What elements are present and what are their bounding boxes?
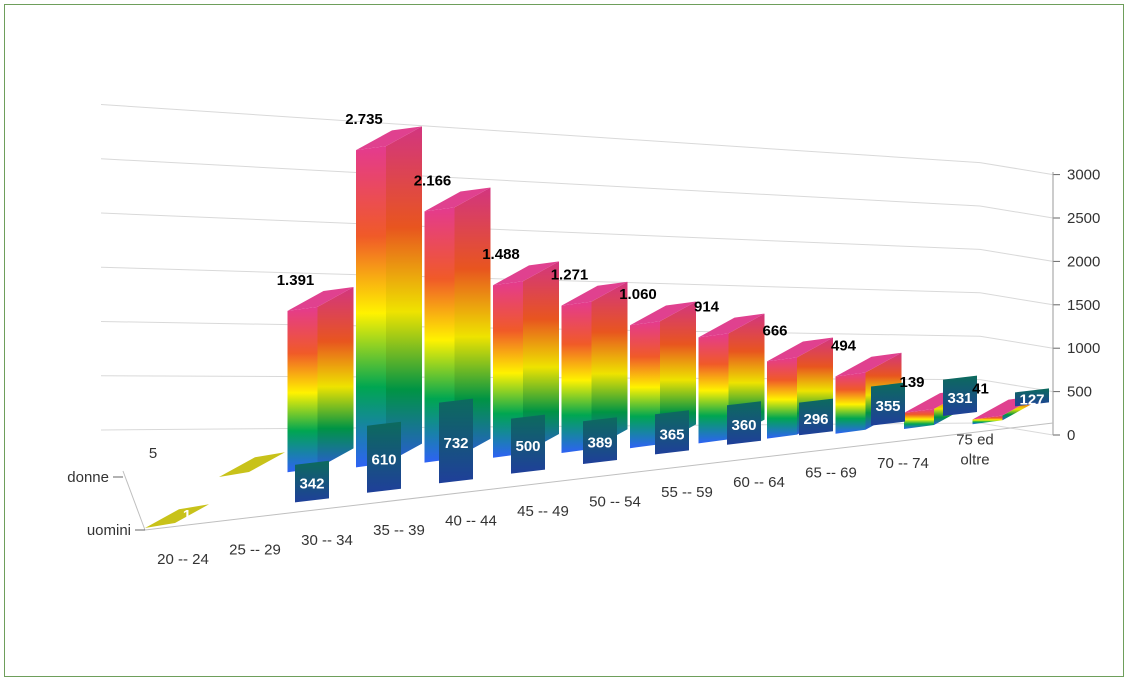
data-label-donne: 1.488 (482, 246, 520, 263)
y-tick-label: 0 (1067, 427, 1075, 444)
bar-donne (493, 261, 559, 458)
gridline-side (979, 335, 1054, 349)
category-label: 70 -- 74 (877, 455, 929, 472)
gridline-side (979, 248, 1054, 262)
category-label: 25 -- 29 (229, 541, 281, 558)
category-label: 30 -- 34 (301, 532, 353, 549)
gridline (100, 104, 981, 164)
data-label-donne: 666 (762, 322, 787, 339)
bar-uomini (439, 398, 473, 484)
bar-uomini (511, 414, 545, 474)
bar-uomini (655, 410, 689, 455)
data-label-donne: 2.166 (414, 172, 452, 189)
y-tick-label: 1000 (1067, 340, 1100, 357)
category-label: 35 -- 39 (373, 522, 425, 539)
data-label-donne: 494 (831, 337, 857, 354)
y-tick-label: 2500 (1067, 210, 1100, 227)
gridline-side (979, 422, 1054, 436)
bar-uomini (1015, 388, 1049, 407)
bar-uomini (295, 460, 329, 503)
bar-uomini (727, 401, 761, 445)
bar-uomini (943, 375, 977, 416)
category-label: 20 -- 24 (157, 551, 209, 568)
data-labels: 5 1.391 2.735 2.166 1.488 1.271 1.060 914 666 494… (149, 111, 1045, 524)
bar-uomini (367, 421, 401, 493)
series-label-donne: donne (67, 469, 109, 486)
gridline (100, 212, 981, 250)
data-label-donne: 1.391 (277, 272, 315, 289)
bar-uomini (145, 504, 209, 528)
bar-donne (356, 126, 422, 468)
y-tick-label: 1500 (1067, 297, 1100, 314)
category-label: 75 ed oltre (956, 431, 994, 468)
category-label: 60 -- 64 (733, 474, 785, 491)
data-label-uomini: 331 (947, 390, 972, 407)
data-label-uomini: 500 (515, 438, 540, 455)
y-tick-label: 2000 (1067, 253, 1100, 270)
y-tick-label: 3000 (1067, 167, 1100, 184)
data-label-donne: 1.271 (551, 267, 589, 284)
data-label-uomini: 360 (731, 417, 756, 434)
data-label-uomini: 355 (875, 398, 900, 415)
category-label: 55 -- 59 (661, 484, 713, 501)
bar-donne (219, 452, 285, 477)
category-label: 45 -- 49 (517, 503, 569, 520)
bars (145, 126, 1049, 528)
data-label-donne: 5 (149, 445, 157, 462)
data-label-donne: 1.060 (619, 286, 657, 303)
bar-donne (424, 187, 491, 463)
gridline-side (979, 292, 1054, 306)
bar-uomini (583, 417, 617, 464)
gridline-side (979, 162, 1054, 176)
category-label: 40 -- 44 (445, 513, 497, 530)
x-axis-line (144, 422, 1054, 531)
data-label-uomini: 127 (1019, 391, 1044, 408)
data-label-donne: 914 (694, 298, 720, 315)
y-tick-label: 500 (1067, 384, 1092, 401)
gridline-side (979, 205, 1054, 219)
data-label-uomini: 389 (587, 435, 612, 452)
data-label-uomini: 365 (659, 426, 684, 443)
series-label-uomini: uomini (87, 522, 131, 539)
data-label-uomini: 732 (443, 435, 468, 452)
data-label-donne: 2.735 (345, 111, 383, 128)
bar-donne (287, 287, 354, 473)
data-label-uomini: 610 (371, 451, 396, 468)
bar-donne (767, 337, 833, 439)
data-label-donne: 41 (972, 380, 989, 397)
data-label-uomini: 342 (299, 476, 324, 493)
data-label-uomini: 1 (183, 507, 191, 524)
bar-uomini (871, 382, 905, 426)
category-label: 65 -- 69 (805, 465, 857, 482)
chart-frame: 0 500 1000 1500 2000 2500 3000 donne uomini 20 --… (4, 4, 1124, 677)
bar-donne (630, 301, 696, 449)
depth-axis (122, 470, 146, 531)
bar-uomini (799, 398, 833, 436)
gridline (100, 158, 981, 207)
bar-donne (561, 281, 628, 453)
category-label: 50 -- 54 (589, 493, 641, 510)
data-label-uomini: 296 (803, 411, 828, 428)
data-label-donne: 139 (899, 374, 924, 391)
